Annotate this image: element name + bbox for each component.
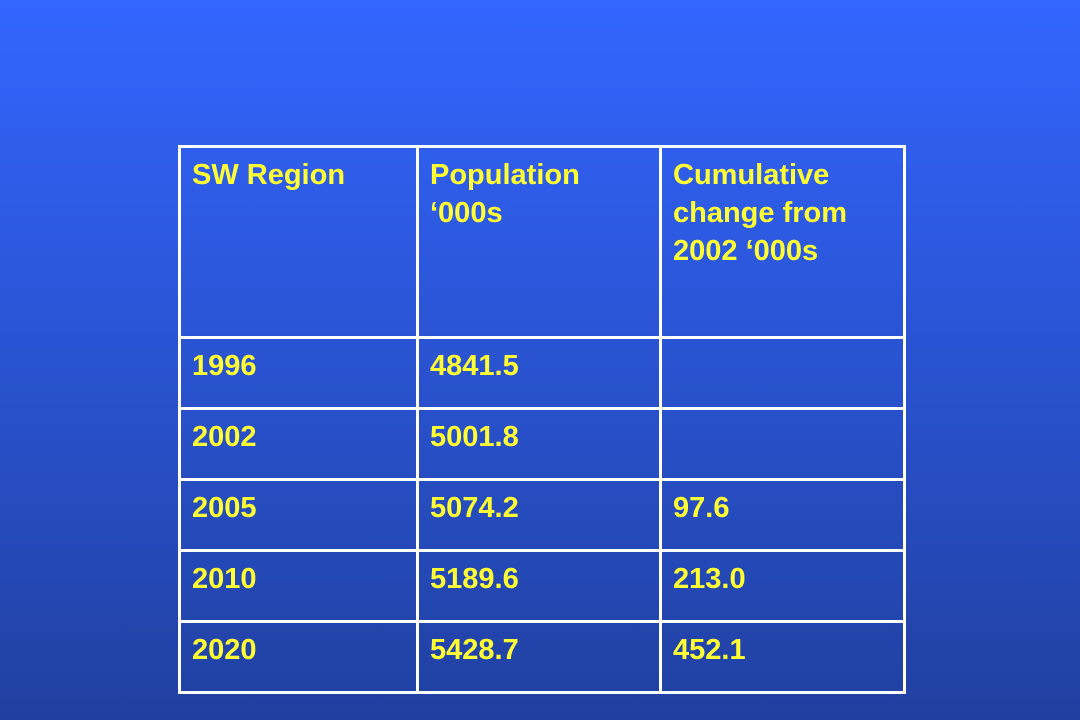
header-cell-population: Population ‘000s (416, 145, 662, 339)
cell-year: 2005 (178, 478, 419, 552)
table-row: 2010 5189.6 213.0 (178, 549, 906, 623)
cell-population: 5428.7 (416, 620, 662, 694)
cell-cumulative-change: 97.6 (659, 478, 906, 552)
cell-cumulative-change (659, 336, 906, 410)
cell-cumulative-change: 452.1 (659, 620, 906, 694)
population-table: SW Region Population ‘000s Cumulative ch… (178, 145, 906, 694)
table-row: 2002 5001.8 (178, 407, 906, 481)
cell-year: 1996 (178, 336, 419, 410)
header-cell-region: SW Region (178, 145, 419, 339)
table-row: 2020 5428.7 452.1 (178, 620, 906, 694)
cell-population: 5001.8 (416, 407, 662, 481)
cell-population: 5189.6 (416, 549, 662, 623)
cell-cumulative-change (659, 407, 906, 481)
header-cell-cumulative-change: Cumulative change from 2002 ‘000s (659, 145, 906, 339)
cell-cumulative-change: 213.0 (659, 549, 906, 623)
table-header-row: SW Region Population ‘000s Cumulative ch… (178, 145, 906, 339)
cell-year: 2002 (178, 407, 419, 481)
cell-population: 5074.2 (416, 478, 662, 552)
cell-year: 2010 (178, 549, 419, 623)
table-row: 2005 5074.2 97.6 (178, 478, 906, 552)
table-row: 1996 4841.5 (178, 336, 906, 410)
cell-population: 4841.5 (416, 336, 662, 410)
cell-year: 2020 (178, 620, 419, 694)
